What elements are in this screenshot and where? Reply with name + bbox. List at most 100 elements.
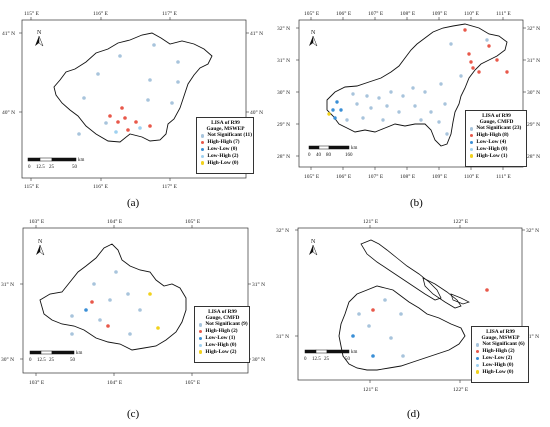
scale-label-b-3: 160 [345, 153, 353, 158]
legend-title-d-1: Gauge, MSWEP [481, 335, 520, 342]
lon-label-d-1: 122° E [453, 386, 469, 393]
station-marker [84, 308, 88, 312]
caption-a: (a) [127, 197, 140, 209]
station-marker [138, 126, 142, 130]
lon-label-b-1: 106° E [336, 173, 352, 180]
lon-label-a-1: 116° E [93, 183, 109, 190]
lat-label-b-1: 31° N [277, 57, 290, 64]
station-marker [367, 324, 371, 328]
station-marker [467, 52, 471, 56]
station-marker [148, 124, 152, 128]
caption-c: (c) [127, 408, 140, 420]
legend-item-b-3: Low-High (0) [470, 146, 523, 153]
legend-item-d-0: Not Significant (6) [476, 341, 525, 348]
scale-label-a-1: 12.5 [36, 165, 45, 170]
station-marker [401, 94, 405, 98]
scale-label-d-0: 0 [304, 357, 307, 362]
legend-item-d-2: Low-Low (2) [476, 355, 525, 362]
dot-icon [201, 134, 205, 138]
station-marker [148, 292, 152, 296]
legend-item-a-4: High-Low (0) [201, 160, 250, 167]
station-marker [423, 90, 427, 94]
map-canvas-b: 105° E 106° E 107° E 108° E 109° E 110° … [277, 10, 540, 180]
north-arrow-icon-d: N [309, 239, 318, 256]
lon-label-top-b-6: 111° E [496, 10, 511, 17]
station-marker [138, 308, 142, 312]
station-marker [339, 108, 343, 112]
scale-label-a-2: 25 [49, 165, 55, 170]
station-marker [148, 78, 152, 82]
station-marker [505, 70, 509, 74]
station-marker [82, 96, 86, 100]
dot-icon [199, 343, 203, 347]
dot-icon [470, 127, 474, 131]
lon-label-b-4: 109° E [432, 173, 448, 180]
scale-bar-a [27, 157, 77, 162]
lat-label-c-0: 31° N [1, 281, 14, 288]
lat-label-right-c-1: 30° N [252, 356, 265, 363]
station-marker [77, 132, 81, 136]
station-marker [345, 118, 349, 122]
lat-label-right-b-4: 28° N [527, 153, 540, 160]
legend-title-d-0: LISA of R99 [486, 329, 515, 335]
island-boundary-d-3 [450, 293, 470, 305]
legend-item-a-3: Low-High (2) [201, 153, 250, 160]
scale-unit-c: km [76, 351, 83, 356]
island-boundary-d-2 [422, 277, 462, 309]
legend-item-a-1: High-High (7) [201, 139, 250, 146]
stations-a [77, 43, 180, 136]
station-marker [123, 116, 127, 120]
scale-label-c-1: 12.5 [37, 358, 46, 363]
lon-label-a-2: 117° E [162, 183, 178, 190]
dot-icon [476, 356, 480, 361]
map-frame-c [22, 227, 249, 374]
station-marker [108, 298, 112, 302]
station-marker [351, 92, 355, 96]
svg-text:N: N [311, 30, 316, 36]
station-marker [156, 326, 160, 330]
lon-label-a-0: 115° E [24, 183, 40, 190]
station-marker [449, 42, 453, 46]
dot-icon [199, 336, 203, 341]
island-boundary-d-1 [360, 239, 442, 301]
station-marker [335, 100, 339, 104]
station-marker [118, 54, 122, 58]
station-marker [92, 282, 96, 286]
lon-label-top-b-2: 107° E [368, 10, 384, 17]
lon-label-top-b-1: 106° E [336, 10, 352, 17]
station-marker [365, 94, 369, 98]
lat-label-b-3: 29° N [277, 121, 290, 128]
station-marker [477, 70, 481, 74]
station-marker [377, 96, 381, 100]
station-marker [70, 314, 74, 318]
lon-label-c-2: 105° E [185, 379, 201, 386]
legend-b: LISA of R99 Gauge, CMFD Not Significant … [465, 110, 527, 167]
lat-label-right-a-1: 40° N [250, 109, 263, 116]
station-marker [399, 312, 403, 316]
station-marker [397, 110, 401, 114]
legend-item-b-4: High-Low (1) [470, 153, 523, 160]
station-marker [146, 98, 150, 102]
station-marker [176, 80, 180, 84]
legend-item-d-1: High-High (2) [476, 348, 525, 355]
lat-label-b-2: 30° N [277, 89, 290, 96]
station-marker [429, 110, 433, 114]
map-panel-a: 115° E 116° E 117° E 115° E 116° E 117° … [0, 0, 275, 214]
lon-label-top-b-0: 105° E [304, 10, 320, 17]
scale-label-a-3: 50 [72, 165, 78, 170]
lon-label-top-a-2: 117° E [162, 10, 178, 17]
legend-item-c-1: High-High (2) [199, 328, 246, 335]
north-arrow-icon-b: N [309, 30, 318, 47]
lat-label-right-d-0: 32° N [526, 227, 539, 234]
station-marker [381, 118, 385, 122]
svg-text:N: N [311, 239, 316, 245]
legend-item-b-1: High-High (8) [470, 132, 523, 139]
dot-icon [470, 154, 474, 158]
scale-unit-a: km [78, 158, 85, 163]
station-marker [371, 308, 375, 312]
stations-b [327, 28, 509, 136]
station-marker [331, 108, 335, 112]
station-marker [176, 60, 180, 64]
dot-icon [199, 350, 203, 354]
station-marker [90, 300, 94, 304]
